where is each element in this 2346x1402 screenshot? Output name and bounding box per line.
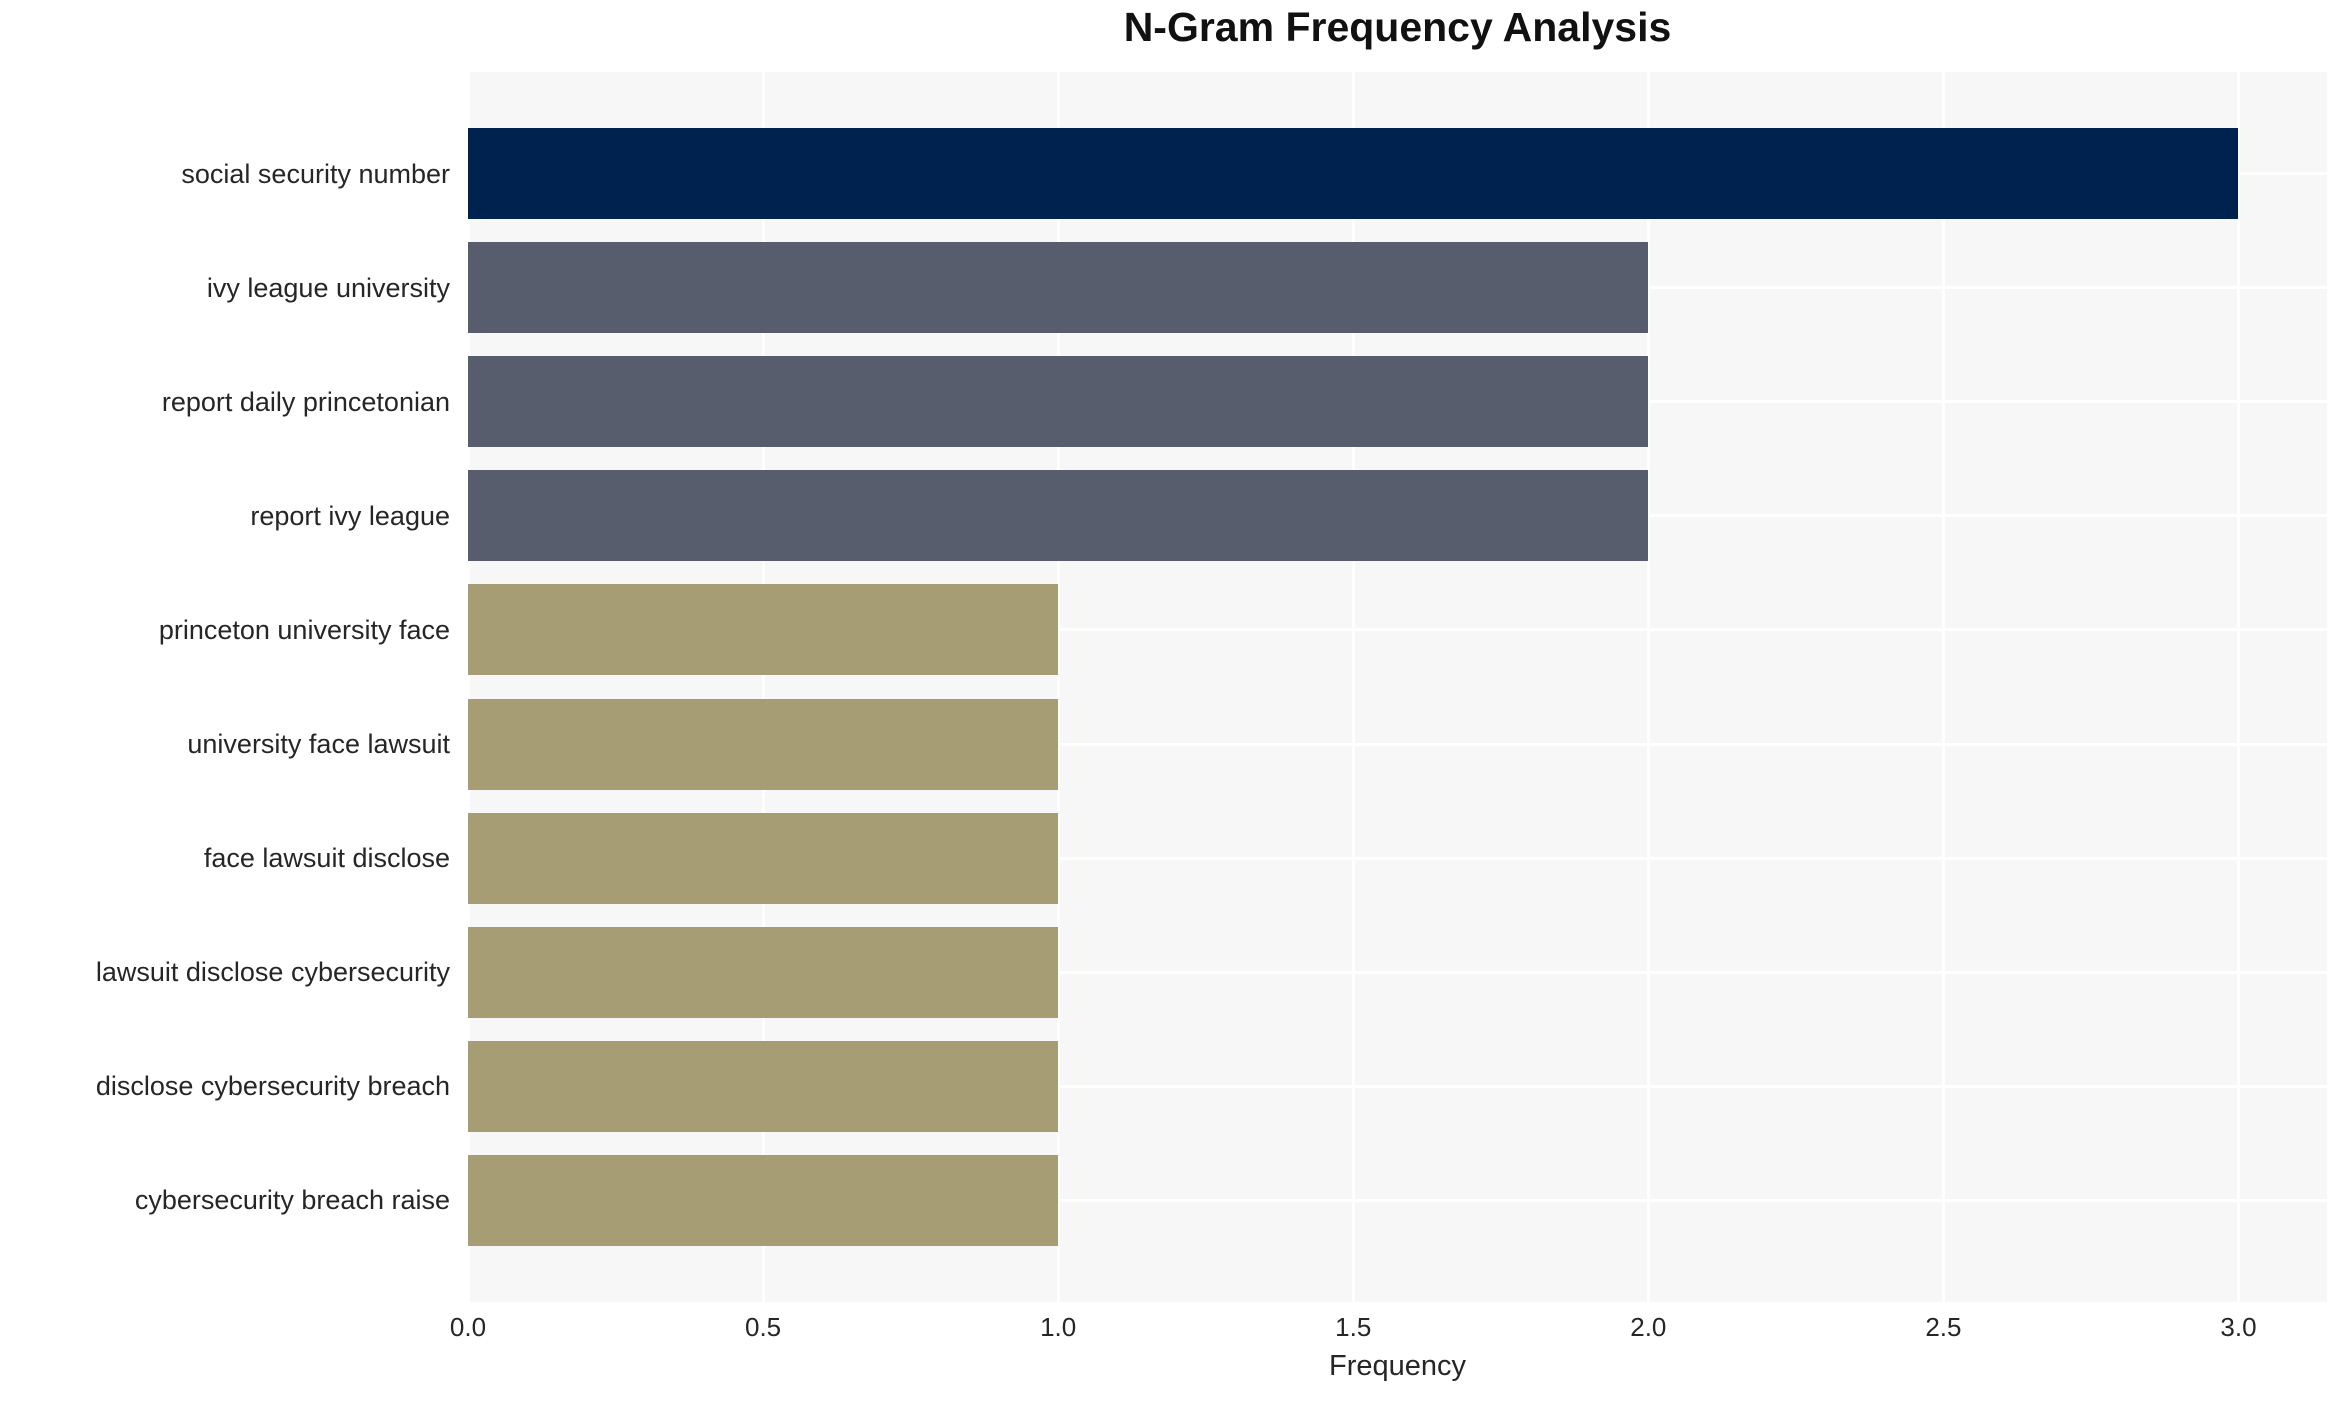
x-tick-label: 1.0 xyxy=(1040,1312,1077,1342)
x-axis-title: Frequency xyxy=(1328,1350,1466,1382)
y-tick-label: social security number xyxy=(181,158,450,189)
plot-area xyxy=(466,72,2327,1302)
y-gridline xyxy=(468,970,2327,974)
x-gridline-0.5 xyxy=(761,72,765,1302)
bar-disclose-cybersecurity-breach xyxy=(468,1040,1059,1132)
y-gridline xyxy=(468,1084,2327,1088)
y-tick-label: face lawsuit disclose xyxy=(203,843,450,874)
bar-ivy-league-university xyxy=(468,242,1649,334)
x-gridline-2.5 xyxy=(1941,72,1945,1302)
x-gridline-1.0 xyxy=(1056,72,1060,1302)
y-tick-label: princeton university face xyxy=(158,614,450,645)
y-tick-label: ivy league university xyxy=(206,272,450,303)
bar-princeton-university-face xyxy=(468,584,1059,676)
bar-lawsuit-disclose-cybersecurity xyxy=(468,926,1059,1018)
x-tick-label: 1.5 xyxy=(1335,1312,1372,1342)
x-gridline-2.0 xyxy=(1646,72,1650,1302)
y-tick-label: report ivy league xyxy=(250,500,450,531)
x-gridline-3.0 xyxy=(2236,72,2240,1302)
y-gridline xyxy=(468,1198,2327,1202)
y-tick-label: university face lawsuit xyxy=(187,729,450,759)
x-tick-label: 2.0 xyxy=(1630,1312,1667,1342)
y-tick-label: cybersecurity breach raise xyxy=(134,1185,450,1216)
y-tick-label: lawsuit disclose cybersecurity xyxy=(95,957,450,988)
y-tick-label: report daily princetonian xyxy=(161,386,450,417)
y-tick-label: disclose cybersecurity breach xyxy=(95,1071,450,1102)
y-gridline xyxy=(468,856,2327,860)
bar-university-face-lawsuit xyxy=(468,698,1059,790)
x-tick-label: 2.5 xyxy=(1925,1312,1962,1342)
chart-title: N-Gram Frequency Analysis xyxy=(1123,4,1672,50)
bar-social-security-number xyxy=(468,128,2239,219)
x-gridline-0.0 xyxy=(466,72,470,1302)
bar-report-daily-princetonian xyxy=(468,356,1649,448)
x-gridline-1.5 xyxy=(1351,72,1355,1302)
bar-cybersecurity-breach-raise xyxy=(468,1154,1059,1246)
y-gridline xyxy=(468,742,2327,746)
bar-face-lawsuit-disclose xyxy=(468,812,1059,904)
x-tick-label: 3.0 xyxy=(2220,1312,2257,1342)
x-tick-label: 0.0 xyxy=(449,1312,487,1342)
x-tick-label: 0.5 xyxy=(745,1312,782,1342)
bar-report-ivy-league xyxy=(468,470,1649,562)
y-gridline xyxy=(468,628,2327,632)
